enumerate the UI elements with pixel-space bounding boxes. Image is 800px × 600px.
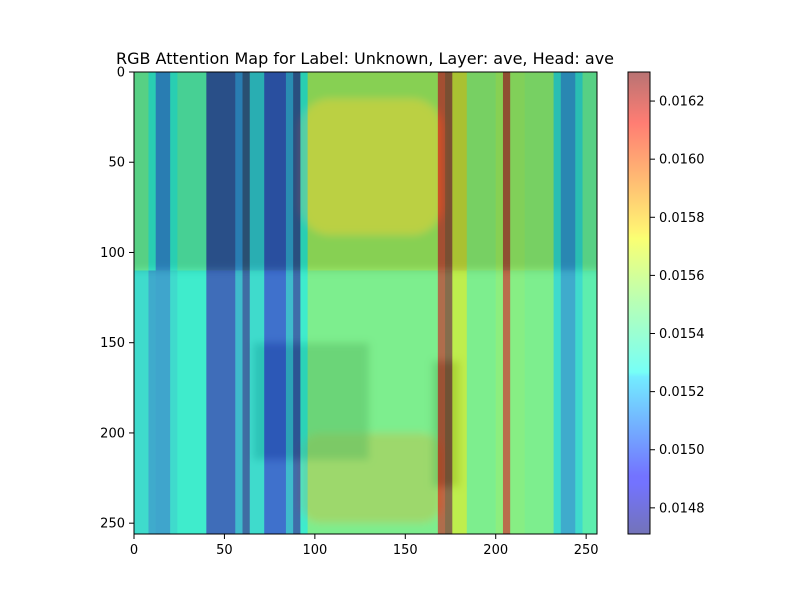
- attention-cell-bottom-4: [177, 270, 207, 534]
- colorbar-frame: [627, 71, 651, 535]
- attention-cell-bottom-17: [466, 270, 497, 534]
- attention-cell-top-13: [307, 72, 439, 271]
- colorbar-tick-label-5: 0.0158: [659, 211, 705, 226]
- y-tick-label-3: 150: [100, 336, 125, 351]
- colorbar-tick-label-0: 0.0148: [659, 501, 705, 516]
- attention-overlay: [134, 72, 597, 534]
- attention-cell-top-24: [575, 72, 584, 271]
- attention-cell-bottom-21: [524, 270, 555, 534]
- attention-cell-bottom-10: [285, 270, 294, 534]
- attention-cell-top-25: [582, 72, 597, 271]
- attention-cell-top-14: [437, 72, 446, 271]
- attention-cell-bottom-24: [575, 270, 584, 534]
- attention-cell-bottom-20: [510, 270, 526, 534]
- colorbar-gradient: [628, 72, 650, 534]
- attention-cell-bottom-19: [502, 270, 511, 534]
- colorbar-tick-label-6: 0.0160: [659, 153, 705, 168]
- attention-cell-bottom-6: [235, 270, 244, 534]
- attention-cell-top-0: [134, 72, 149, 271]
- attention-cell-top-23: [560, 72, 576, 271]
- attention-cell-top-7: [242, 72, 251, 271]
- x-tick-label-1: 50: [216, 543, 233, 558]
- y-tick-label-5: 250: [100, 517, 125, 532]
- attention-cell-bottom-13: [307, 270, 439, 534]
- plot-area: [134, 72, 597, 534]
- attention-cell-top-2: [155, 72, 171, 271]
- colorbar-tick-label-1: 0.0150: [659, 443, 705, 458]
- colorbar: 0.0148 0.0150 0.0152 0.0154 0.0156 0.0158 0.01…: [627, 71, 705, 535]
- x-tick-label-3: 150: [393, 543, 418, 558]
- attention-cell-bottom-9: [264, 270, 287, 534]
- attention-cell-top-21: [524, 72, 555, 271]
- attention-cell-top-1: [148, 72, 157, 271]
- attention-cell-top-4: [177, 72, 207, 271]
- x-tick-label-2: 100: [302, 543, 327, 558]
- attention-cell-top-20: [510, 72, 526, 271]
- attention-cell-top-6: [235, 72, 244, 271]
- attention-cell-top-11: [293, 72, 301, 271]
- attention-cell-bottom-1: [148, 270, 157, 534]
- attention-cell-bottom-8: [249, 270, 265, 534]
- attention-cell-top-17: [466, 72, 497, 271]
- attention-cell-top-9: [264, 72, 287, 271]
- x-axis: 0 50 100 150 200 250: [130, 534, 599, 558]
- attention-cell-top-19: [502, 72, 511, 271]
- attention-cell-bottom-7: [242, 270, 251, 534]
- y-tick-label-1: 50: [108, 156, 125, 171]
- attention-cell-bottom-2: [155, 270, 171, 534]
- y-tick-label-4: 200: [100, 426, 125, 441]
- colorbar-tick-label-7: 0.0162: [659, 95, 705, 110]
- y-tick-label-0: 0: [117, 66, 125, 81]
- attention-cell-top-18: [495, 72, 504, 271]
- attention-cell-bottom-18: [495, 270, 504, 534]
- attention-cell-bottom-23: [560, 270, 576, 534]
- colorbar-ticks: 0.0148 0.0150 0.0152 0.0154 0.0156 0.0158 0.01…: [650, 95, 705, 516]
- attention-cell-bottom-25: [582, 270, 597, 534]
- attention-cell-bottom-11: [293, 270, 301, 534]
- attention-cell-bottom-14: [437, 270, 446, 534]
- attention-cell-top-5: [206, 72, 236, 271]
- attention-cell-bottom-5: [206, 270, 236, 534]
- colorbar-tick-label-2: 0.0152: [659, 385, 705, 400]
- x-tick-label-4: 200: [483, 543, 508, 558]
- attention-cell-bottom-3: [170, 270, 178, 534]
- attention-cell-top-16: [452, 72, 468, 271]
- colorbar-tick-label-4: 0.0156: [659, 269, 705, 284]
- attention-cell-bottom-12: [300, 270, 309, 534]
- attention-cell-top-10: [285, 72, 294, 271]
- attention-cell-top-3: [170, 72, 178, 271]
- attention-cell-top-12: [300, 72, 309, 271]
- plot-frame: [133, 71, 598, 535]
- attention-cell-top-15: [445, 72, 453, 271]
- colorbar-tick-label-3: 0.0154: [659, 327, 705, 342]
- attention-cell-bottom-0: [134, 270, 149, 534]
- attention-cell-bottom-16: [452, 270, 468, 534]
- y-tick-label-2: 100: [100, 246, 125, 261]
- x-tick-label-5: 250: [574, 543, 599, 558]
- attention-cell-bottom-15: [445, 270, 453, 534]
- x-tick-label-0: 0: [130, 543, 138, 558]
- y-axis: 0 50 100 150 200 250: [100, 66, 134, 532]
- chart-title: RGB Attention Map for Label: Unknown, La…: [116, 49, 614, 68]
- attention-cell-top-8: [249, 72, 265, 271]
- attention-cell-top-22: [553, 72, 562, 271]
- attention-cell-bottom-22: [553, 270, 562, 534]
